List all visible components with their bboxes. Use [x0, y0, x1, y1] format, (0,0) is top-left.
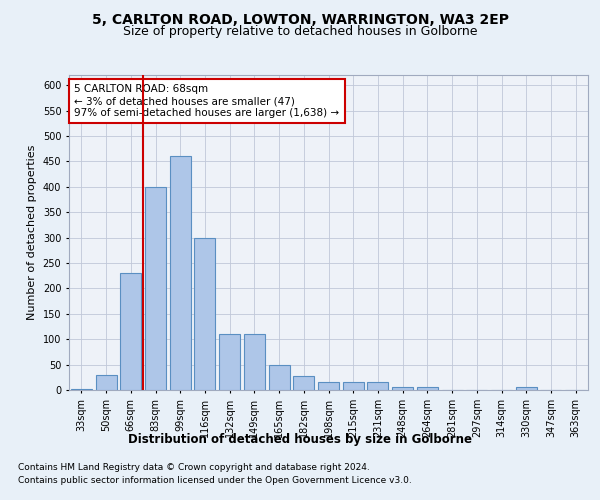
Bar: [367, 382, 388, 390]
Bar: [343, 382, 364, 390]
Bar: [95, 375, 116, 390]
Text: Distribution of detached houses by size in Golborne: Distribution of detached houses by size …: [128, 432, 472, 446]
Text: Contains HM Land Registry data © Crown copyright and database right 2024.: Contains HM Land Registry data © Crown c…: [18, 462, 370, 471]
Bar: [392, 388, 413, 390]
Text: Size of property relative to detached houses in Golborne: Size of property relative to detached ho…: [123, 25, 477, 38]
Bar: [170, 156, 191, 390]
Bar: [194, 238, 215, 390]
Bar: [244, 334, 265, 390]
Y-axis label: Number of detached properties: Number of detached properties: [27, 145, 37, 320]
Bar: [318, 382, 339, 390]
Bar: [293, 376, 314, 390]
Bar: [417, 388, 438, 390]
Text: 5, CARLTON ROAD, LOWTON, WARRINGTON, WA3 2EP: 5, CARLTON ROAD, LOWTON, WARRINGTON, WA3…: [91, 12, 509, 26]
Bar: [516, 388, 537, 390]
Text: 5 CARLTON ROAD: 68sqm
← 3% of detached houses are smaller (47)
97% of semi-detac: 5 CARLTON ROAD: 68sqm ← 3% of detached h…: [74, 84, 340, 117]
Bar: [219, 334, 240, 390]
Bar: [145, 187, 166, 390]
Bar: [120, 273, 141, 390]
Bar: [269, 364, 290, 390]
Text: Contains public sector information licensed under the Open Government Licence v3: Contains public sector information licen…: [18, 476, 412, 485]
